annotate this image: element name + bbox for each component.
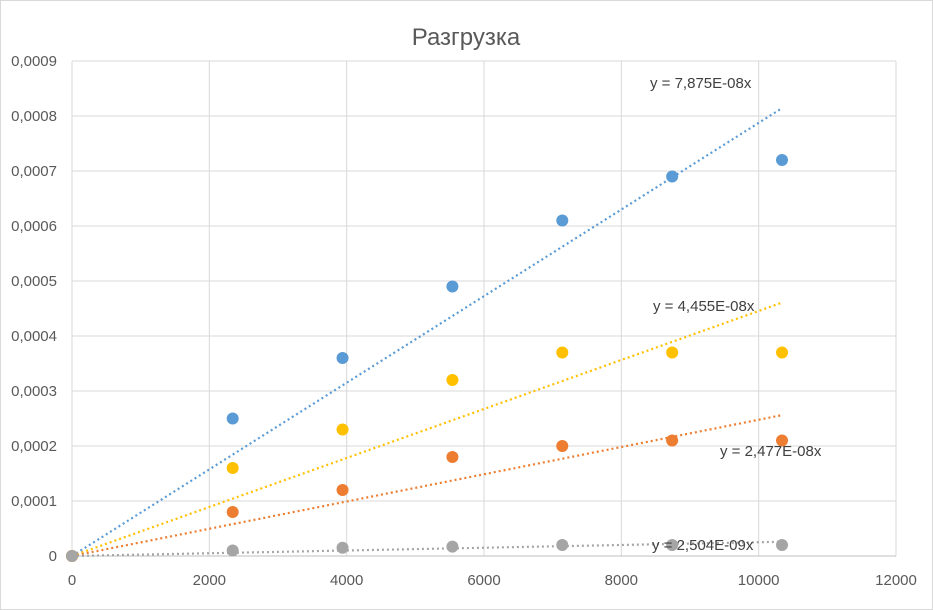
data-point [446,280,459,293]
data-point [226,506,239,518]
y-tick-label: 0,0008 [11,108,57,125]
data-point [666,539,679,551]
tick-labels: 0 2000 4000 6000 8000 10000 12000 0 0,0001 0,0002… [11,53,917,589]
data-point [776,539,789,551]
data-point [66,550,78,562]
data-point [226,544,239,557]
data-point [556,214,569,227]
y-tick-label: 0,0004 [11,328,57,345]
x-tick-label: 10000 [738,572,780,589]
data-point [336,352,349,364]
data-points [66,154,789,562]
trendline [71,540,783,558]
trendline-equations: y = 7,875E-08x y = 4,455E-08x y = 2,477E-0… [650,75,822,554]
data-point [226,412,239,425]
data-point [556,539,569,551]
data-point [776,434,789,447]
x-tick-label: 8000 [605,572,638,589]
x-tick-label: 4000 [330,572,363,589]
data-point [336,541,349,554]
y-tick-label: 0,0001 [11,493,57,510]
trendline-equation: y = 7,875E-08x [650,75,752,92]
data-point [556,346,569,359]
data-point [446,540,459,553]
trendline [71,301,783,558]
axes [71,61,896,557]
data-point [446,451,459,463]
data-point [336,484,349,496]
trendline-equation: y = 4,455E-08x [653,298,755,315]
trendline-equation: y = 2,504E-09x [652,537,754,554]
trendline [71,414,783,558]
y-tick-label: 0,0009 [11,53,57,70]
y-tick-label: 0,0007 [11,163,57,180]
y-tick-label: 0,0003 [11,383,57,400]
data-point [226,462,239,474]
x-tick-label: 0 [68,572,76,589]
data-point [666,434,679,447]
y-tick-label: 0,0005 [11,273,57,290]
trendline-equation: y = 2,477E-08x [720,443,822,460]
data-point [776,346,789,359]
trendlines [71,107,783,558]
data-point [776,154,789,166]
gridlines [72,60,897,556]
y-tick-label: 0 [49,548,57,565]
y-tick-label: 0,0002 [11,438,57,455]
x-tick-label: 12000 [875,572,917,589]
data-point [446,374,459,386]
x-tick-label: 6000 [467,572,500,589]
data-point [666,346,679,359]
chart-title: Разгрузка [412,24,521,51]
data-point [336,423,349,436]
x-tick-label: 2000 [193,572,226,589]
y-tick-label: 0,0006 [11,218,57,235]
data-point [556,440,569,452]
data-point [666,170,679,183]
